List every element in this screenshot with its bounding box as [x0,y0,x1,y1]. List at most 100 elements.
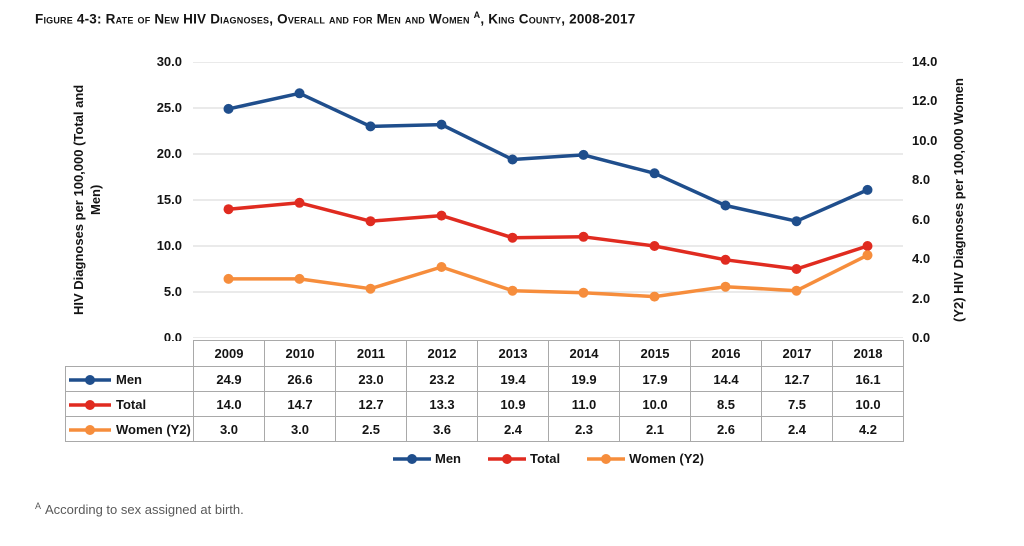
line-chart-svg [193,62,903,338]
figure-title-text: Figure 4-3: Rate of New HIV Diagnoses, O… [35,11,474,27]
value-cell: 14.4 [690,366,762,392]
data-point-total [365,216,376,227]
y-axis-tick-right: 6.0 [912,211,931,227]
y-axis-ticks-left: 30.0 25.0 20.0 15.0 10.0 5.0 0.0 [138,54,186,345]
year-header-cell: 2014 [548,340,620,367]
y-axis-tick-right: 0.0 [912,330,931,345]
value-cell: 3.0 [193,416,265,442]
data-point-men [436,119,447,130]
value-cell: 14.7 [264,391,336,417]
data-point-women-y2 [436,262,447,272]
series-key-marker [85,400,95,411]
value-cell: 4.2 [832,416,904,442]
series-name: Men [116,371,142,387]
y-axis-tick-right: 14.0 [912,54,938,69]
value-cell: 23.2 [406,366,478,392]
y-axis-tick-right: 10.0 [912,132,938,148]
data-point-men [649,168,660,179]
value-cell: 10.0 [619,391,691,417]
value-cell: 13.3 [406,391,478,417]
data-point-men [791,216,802,227]
footnote: A According to sex assigned at birth. [35,501,244,517]
year-header-cell: 2017 [761,340,833,367]
y-axis-tick-right: 2.0 [912,290,931,306]
y-axis-tick-right: 4.0 [912,251,931,267]
series-line-men [226,91,870,223]
data-point-men [294,88,305,99]
y-axis-label-right: (Y2) HIV Diagnoses per 100,000 Women [950,62,970,338]
value-cell: 23.0 [335,366,407,392]
legend-label: Men [435,451,461,466]
series-name: Women (Y2) [116,421,191,437]
y-axis-tick-left: 25.0 [156,100,182,115]
data-table: 2009 2010 2011 2012 2013 2014 2015 2016 2017 2018… [65,340,904,442]
value-cell: 3.0 [264,416,336,442]
data-point-total [791,264,802,274]
legend-item-total: Total [487,451,560,466]
year-header-cell: 2018 [832,340,904,367]
y-axis-tick-left: 5.0 [163,284,182,299]
data-point-women-y2 [507,285,518,296]
series-key-marker [85,375,95,386]
series-name: Total [116,396,147,412]
data-point-women-y2 [862,250,873,261]
y-axis-tick-right: 8.0 [912,172,931,188]
data-point-total [862,241,873,251]
footnote-superscript: A [35,501,42,511]
figure-title-suffix: , King County, 2008-2017 [480,11,636,27]
y-axis-label-left-line2: Men) [88,184,103,216]
value-cell: 19.4 [477,366,549,392]
data-point-women-y2 [720,281,731,292]
series-key-marker [85,425,95,436]
y-axis-tick-right: 12.0 [912,93,938,109]
value-cell: 7.5 [761,391,833,417]
year-header-cell: 2011 [335,340,407,367]
legend-label: Women (Y2) [629,451,704,466]
data-point-men [578,149,589,160]
value-cell: 3.6 [406,416,478,442]
y-axis-label-right-line1: (Y2) HIV Diagnoses per 100,000 Women [951,78,966,322]
series-key-icon [393,453,431,464]
value-cell: 2.4 [761,416,833,442]
legend-item-men: Men [392,451,461,466]
series-key-marker [407,453,417,464]
value-cell: 17.9 [619,366,691,392]
series-key-icon [69,425,111,436]
y-axis-tick-left: 20.0 [156,146,182,161]
data-point-men [720,200,731,211]
series-key-icon [488,453,526,464]
table-header-row: 2009 2010 2011 2012 2013 2014 2015 2016 2017 2018 [65,340,904,367]
data-point-total [507,232,518,243]
data-point-total [720,254,731,265]
data-point-men [507,154,518,165]
chart-legend: Men Total Women (Y2) [193,451,903,466]
series-key-marker [601,453,612,464]
data-point-women-y2 [294,273,305,284]
y-axis-tick-left: 10.0 [156,238,182,253]
series-key-icon [69,375,111,386]
value-cell: 2.5 [335,416,407,442]
series-key-icon [69,400,111,411]
value-cell: 14.0 [193,391,265,417]
year-header-cell: 2016 [690,340,762,367]
value-cell: 2.4 [477,416,549,442]
year-header-cell: 2010 [264,340,336,367]
data-point-men [223,103,234,114]
value-cell: 24.9 [193,366,265,392]
value-cell: 10.9 [477,391,549,417]
data-point-total [223,204,234,215]
y-axis-ticks-right: 14.0 12.0 10.0 8.0 6.0 4.0 2.0 0.0 [912,54,956,345]
data-point-women-y2 [223,273,234,284]
table-row: Total 14.0 14.7 12.7 13.3 10.9 11.0 10.0 8.5 7.5 1… [65,391,904,417]
year-header-cell: 2012 [406,340,478,367]
value-cell: 10.0 [832,391,904,417]
y-axis-tick-left: 15.0 [156,192,182,207]
figure-title-superscript: A [473,10,481,20]
figure-title: Figure 4-3: Rate of New HIV Diagnoses, O… [35,10,635,27]
value-cell: 11.0 [548,391,620,417]
value-cell: 2.1 [619,416,691,442]
value-cell: 16.1 [832,366,904,392]
legend-label: Total [530,451,561,466]
year-header-cell: 2013 [477,340,549,367]
value-cell: 12.7 [761,366,833,392]
